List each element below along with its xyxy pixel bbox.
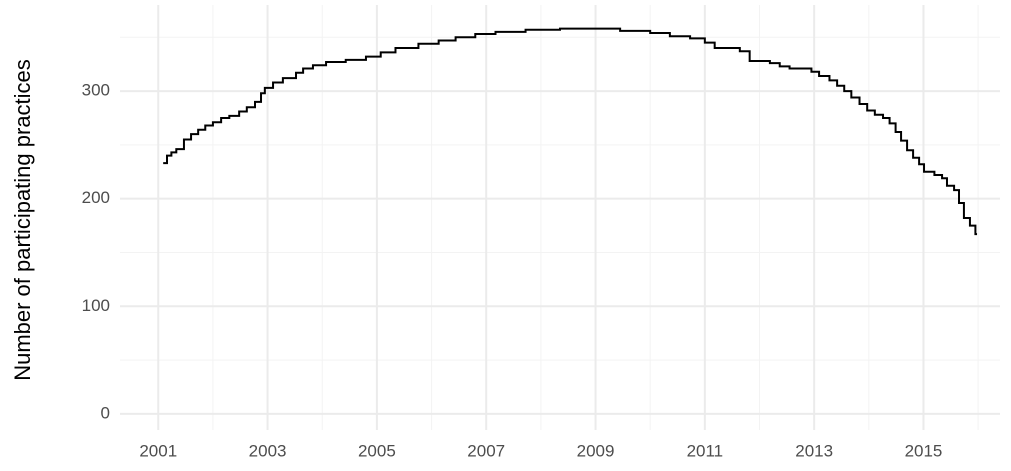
x-tick-label: 2015 [905,441,943,460]
x-tick-label: 2013 [795,441,833,460]
y-tick-label: 0 [101,403,110,422]
x-tick-label: 2009 [577,441,615,460]
step-line [163,27,978,236]
x-tick-label: 2005 [358,441,396,460]
y-tick-label: 200 [82,188,110,207]
x-tick-label: 2001 [139,441,177,460]
x-tick-label: 2011 [687,441,724,460]
y-tick-label: 300 [82,81,110,100]
x-tick-label: 2003 [249,441,287,460]
y-tick-label: 100 [82,296,110,315]
y-axis-title: Number of participating practices [10,59,35,381]
x-tick-label: 2007 [467,441,505,460]
